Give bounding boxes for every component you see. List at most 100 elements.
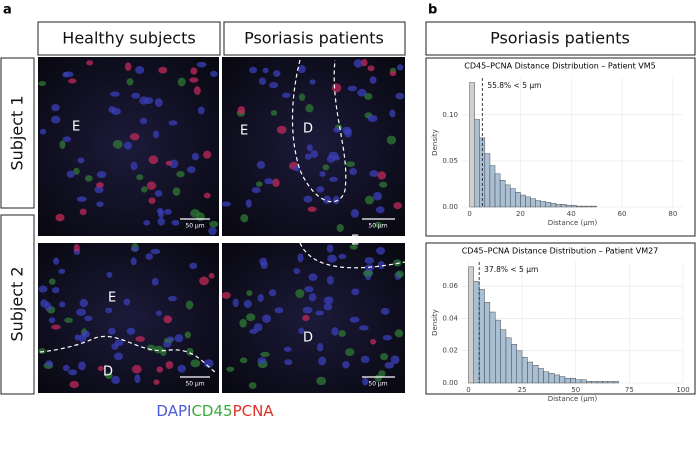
- cell: [369, 76, 377, 84]
- cell: [163, 315, 173, 324]
- cell: [364, 195, 374, 205]
- cell: [221, 291, 231, 299]
- cell: [257, 357, 267, 364]
- cell: [203, 359, 214, 368]
- region-label: E: [240, 124, 248, 139]
- cell: [389, 109, 396, 118]
- cell: [237, 106, 246, 115]
- histogram-bar: [489, 165, 496, 208]
- histogram-bar: [515, 192, 521, 208]
- cell: [165, 160, 173, 166]
- cell: [94, 186, 104, 194]
- row-box: [0, 214, 35, 395]
- cell: [191, 152, 200, 161]
- histogram-bar: [478, 289, 485, 384]
- cell: [76, 308, 87, 316]
- cell: [44, 302, 52, 312]
- cell: [307, 206, 317, 212]
- cell: [369, 170, 379, 178]
- cell: [39, 128, 47, 135]
- panel-label: b: [428, 3, 437, 18]
- cell: [302, 306, 313, 314]
- cell: [130, 161, 138, 171]
- cell: [126, 78, 134, 86]
- histogram-bar: [543, 371, 550, 384]
- cell: [336, 223, 344, 232]
- histogram-bar: [474, 119, 480, 208]
- x-axis-label: Distance (µm): [548, 219, 598, 227]
- cell: [377, 171, 387, 180]
- cell: [176, 170, 185, 178]
- legend-entry: PCNA: [233, 402, 275, 420]
- histogram-bar: [495, 319, 501, 384]
- histogram-bar: [580, 379, 587, 384]
- cell: [96, 201, 104, 207]
- cell: [68, 78, 77, 84]
- region-label: E: [108, 291, 116, 306]
- cell: [251, 187, 261, 194]
- histogram-bar: [565, 204, 572, 208]
- cell: [177, 77, 186, 87]
- cell: [248, 382, 257, 390]
- histogram-bar: [537, 368, 544, 384]
- cell: [297, 65, 306, 74]
- histogram-bar: [525, 196, 531, 208]
- x-tick-label: 80: [668, 210, 677, 218]
- cell: [209, 220, 219, 228]
- cell: [151, 277, 159, 286]
- cell: [364, 257, 375, 264]
- row-box: [0, 57, 35, 209]
- cell: [357, 88, 367, 97]
- cell: [167, 336, 175, 342]
- cell: [174, 334, 184, 343]
- x-tick-label: 25: [518, 386, 527, 394]
- cell: [367, 114, 378, 123]
- cell: [168, 295, 177, 302]
- cell: [374, 221, 382, 228]
- cell: [232, 298, 239, 308]
- cell: [360, 355, 370, 364]
- cell: [139, 96, 149, 105]
- cell: [86, 60, 94, 66]
- histogram-bar: [602, 381, 609, 384]
- cell: [68, 369, 78, 376]
- region-label: D: [303, 122, 313, 137]
- cell: [349, 244, 358, 250]
- cell: [171, 219, 180, 226]
- histogram-bar: [560, 204, 567, 208]
- cell: [380, 307, 390, 315]
- region-label: E: [72, 120, 80, 135]
- histogram-bar: [607, 381, 614, 384]
- histogram-bar: [550, 203, 557, 208]
- cell: [78, 361, 86, 371]
- boundary: [291, 59, 347, 203]
- cell: [62, 72, 69, 78]
- cell: [310, 150, 319, 158]
- cell: [112, 139, 123, 149]
- cell: [197, 106, 205, 115]
- cell: [293, 267, 301, 275]
- cell: [154, 190, 163, 197]
- chart-title: CD45–PCNA Distance Distribution – Patien…: [464, 62, 655, 71]
- histogram-bar: [586, 205, 592, 208]
- cell: [208, 226, 217, 236]
- cell: [297, 253, 304, 263]
- histogram-bar: [489, 311, 496, 384]
- x-tick-label: 40: [567, 210, 576, 218]
- cell: [51, 324, 61, 330]
- cell: [349, 167, 358, 176]
- cell: [152, 130, 160, 139]
- y-tick-label: 0.05: [442, 157, 458, 165]
- cell: [316, 342, 324, 352]
- scale-label: 50 µm: [185, 223, 204, 230]
- histogram-bar: [499, 180, 506, 208]
- cell: [111, 375, 120, 385]
- scale-label: 50 µm: [368, 223, 387, 230]
- cell: [342, 360, 350, 369]
- cell: [394, 329, 404, 338]
- cell: [169, 159, 179, 169]
- cell: [269, 82, 279, 89]
- cell: [308, 293, 317, 302]
